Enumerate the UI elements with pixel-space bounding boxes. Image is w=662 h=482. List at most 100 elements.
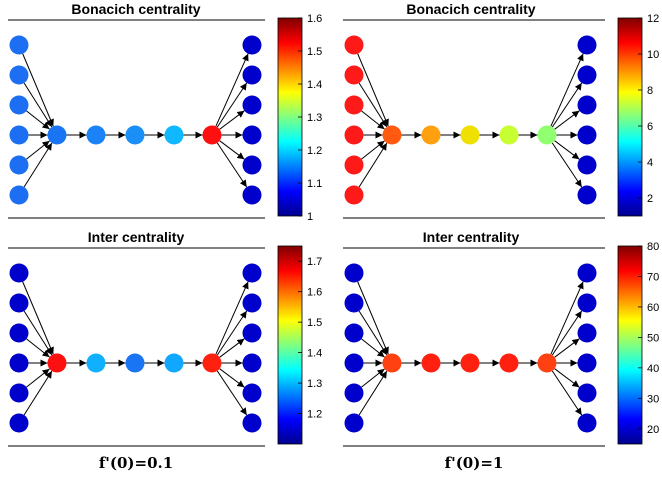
sink-node xyxy=(242,353,262,373)
edge xyxy=(26,368,50,388)
colorbar-tick-label: 30 xyxy=(647,393,659,405)
colorbar-tick-label: 1.4 xyxy=(307,79,322,91)
edge xyxy=(23,370,53,416)
colorbar-tick-label: 1.3 xyxy=(307,378,322,390)
source-node xyxy=(344,35,364,55)
colorbar-tick-label: 10 xyxy=(647,49,659,61)
sink-node xyxy=(242,95,262,115)
sink-node xyxy=(577,125,597,145)
source-node xyxy=(9,323,29,343)
sink-node xyxy=(242,125,262,145)
sink-node xyxy=(242,383,262,403)
nodes xyxy=(9,35,262,205)
panel-inter-high: Inter centrality 20 30 40 50 60 70 80 xyxy=(343,229,659,447)
colorbar-tick-label: 70 xyxy=(647,271,659,283)
edge xyxy=(219,368,245,388)
sink-node xyxy=(242,293,262,313)
edge xyxy=(551,310,583,356)
edge xyxy=(551,82,583,128)
colorbar-tick-label: 20 xyxy=(647,424,659,436)
edge xyxy=(358,142,388,188)
edge xyxy=(23,142,53,188)
edge xyxy=(554,368,580,388)
source-node xyxy=(9,413,29,433)
network-graph xyxy=(9,263,262,433)
colorbar-tick-label: 1.3 xyxy=(307,112,322,124)
edge xyxy=(358,370,388,416)
colorbar-tick-label: 1.5 xyxy=(307,46,322,58)
chain-node xyxy=(499,125,519,145)
colorbar-gradient xyxy=(277,245,303,445)
edge xyxy=(216,310,248,356)
edge xyxy=(550,281,584,355)
chain-node xyxy=(47,125,67,145)
colorbar-tick-label: 1.7 xyxy=(307,256,322,268)
edges xyxy=(357,281,584,416)
edge xyxy=(215,281,249,355)
colorbar-tick-label: 2 xyxy=(647,193,653,205)
network-graph xyxy=(9,35,262,205)
source-node xyxy=(344,155,364,175)
source-node xyxy=(344,125,364,145)
colorbar-gradient xyxy=(617,245,643,445)
edge xyxy=(22,281,54,355)
edge xyxy=(554,110,580,130)
source-node xyxy=(344,263,364,283)
colorbar-tick-label: 1.2 xyxy=(307,409,322,421)
colorbar-tick-label: 1.2 xyxy=(307,145,322,157)
source-node xyxy=(9,95,29,115)
source-node xyxy=(344,353,364,373)
colorbar-tick-label: 80 xyxy=(647,241,659,253)
edge xyxy=(361,110,385,130)
source-node xyxy=(344,323,364,343)
chain-node xyxy=(125,353,145,373)
nodes xyxy=(9,263,262,433)
colorbar: 1 1.1 1.2 1.3 1.4 1.5 1.6 xyxy=(277,13,322,223)
sink-node xyxy=(242,185,262,205)
colorbar-tick-label: 12 xyxy=(647,13,659,25)
edge xyxy=(554,140,580,160)
source-node xyxy=(9,65,29,85)
sink-node xyxy=(242,65,262,85)
source-node xyxy=(344,413,364,433)
edge xyxy=(554,338,580,358)
chain-node xyxy=(164,125,184,145)
edge xyxy=(361,140,385,160)
chain-node xyxy=(421,125,441,145)
sink-node xyxy=(242,413,262,433)
caption-right: f'(0)=1 xyxy=(445,454,504,472)
network-graph xyxy=(344,263,597,433)
edge xyxy=(215,53,249,127)
sink-node xyxy=(577,65,597,85)
edge xyxy=(216,142,248,188)
colorbar-tick-label: 1.6 xyxy=(307,13,322,25)
colorbar-tick-label: 4 xyxy=(647,157,653,169)
colorbar-tick-label: 8 xyxy=(647,85,653,97)
colorbar: 1.2 1.3 1.4 1.5 1.6 1.7 xyxy=(277,245,322,445)
edge xyxy=(357,53,389,127)
source-node xyxy=(9,263,29,283)
caption-left: f'(0)=0.1 xyxy=(99,454,173,472)
chain-node xyxy=(202,125,222,145)
edge xyxy=(551,370,583,416)
colorbar: 20 30 40 50 60 70 80 xyxy=(617,241,659,445)
sink-node xyxy=(577,353,597,373)
source-node xyxy=(344,293,364,313)
chain-node xyxy=(382,125,402,145)
chain-node xyxy=(47,353,67,373)
sink-node xyxy=(577,95,597,115)
edge xyxy=(22,53,54,127)
source-node xyxy=(9,155,29,175)
sink-node xyxy=(577,155,597,175)
network-graph xyxy=(344,35,597,205)
chain-node xyxy=(460,125,480,145)
edge xyxy=(551,142,583,188)
edge xyxy=(361,368,385,388)
nodes xyxy=(344,35,597,205)
edge xyxy=(219,140,245,160)
chain-node xyxy=(202,353,222,373)
colorbar-tick-label: 1.4 xyxy=(307,348,322,360)
chain-node xyxy=(421,353,441,373)
chain-node xyxy=(460,353,480,373)
